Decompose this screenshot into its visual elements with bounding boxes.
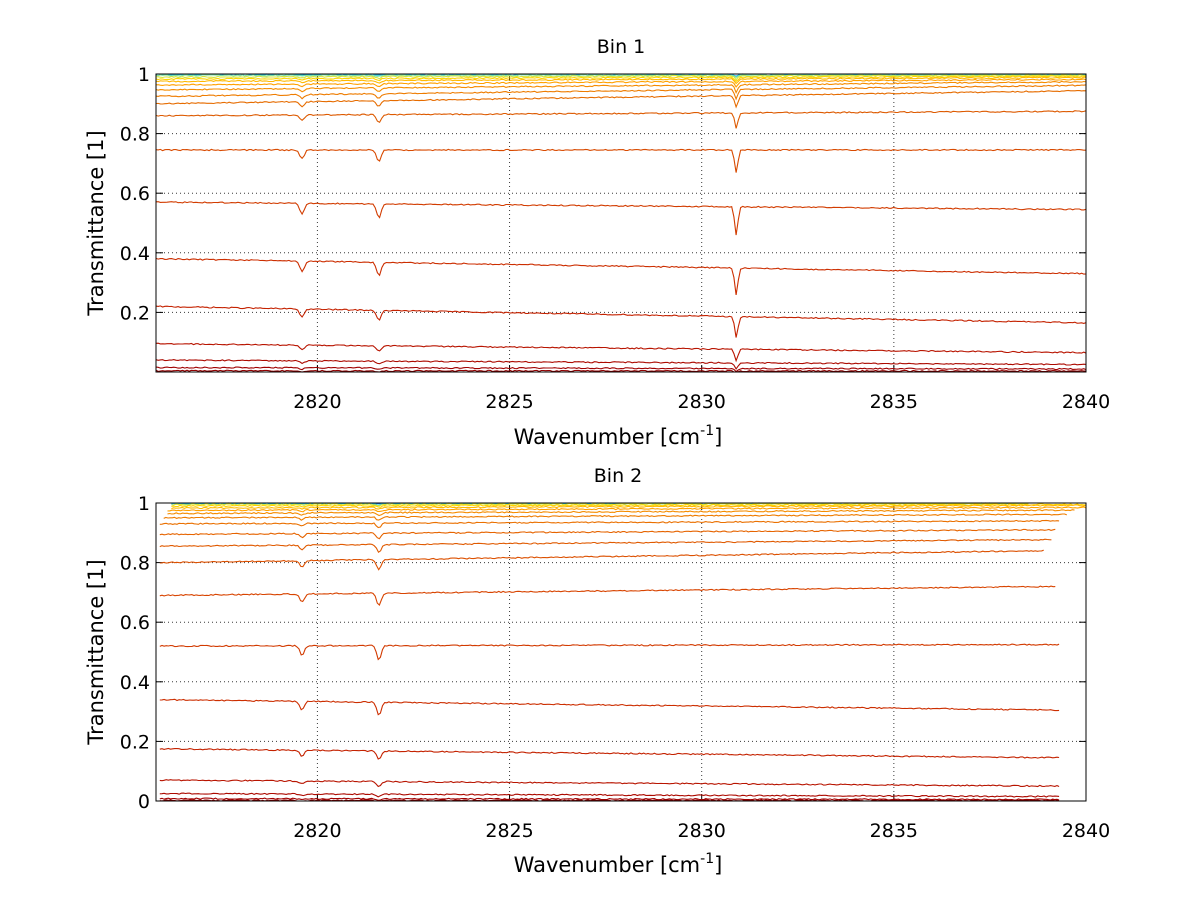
y-tick-label: 0.4: [120, 672, 150, 694]
series-line: [155, 78, 1087, 88]
series-line: [159, 538, 1052, 553]
y-tick-label: 0.6: [120, 612, 150, 634]
series-line: [167, 506, 1087, 513]
x-tick-labels: 2820 2825 2830 2835 2840: [293, 820, 1110, 842]
x-axis-label: Wavenumber [cm-1]: [514, 851, 723, 877]
x-tick-label: 2820: [293, 391, 341, 413]
grid: [156, 502, 1087, 802]
x-tick-label: 2820: [293, 820, 341, 842]
series-line: [155, 342, 1087, 363]
x-tick-labels: 2820 2825 2830 2835 2840: [293, 391, 1110, 413]
x-tick-label: 2830: [678, 391, 726, 413]
y-tick-label: 1: [138, 64, 150, 86]
series-line: [155, 201, 1087, 236]
series-line: [155, 257, 1087, 295]
series-lines: [155, 73, 1087, 373]
y-tick-label: 0.8: [120, 553, 150, 575]
x-axis-label: Wavenumber [cm-1]: [514, 423, 723, 449]
x-tick-label: 2835: [870, 391, 918, 413]
series-line: [159, 698, 1060, 716]
series-line: [155, 80, 1087, 94]
series-line: [155, 89, 1087, 109]
y-tick-label: 0.4: [120, 243, 150, 265]
y-axis-label: Transmittance [1]: [84, 559, 108, 745]
chart-title: Bin 2: [594, 465, 642, 487]
y-tick-label: 0.8: [120, 124, 150, 146]
x-tick-label: 2825: [485, 391, 533, 413]
series-line: [163, 513, 1068, 521]
series-line: [159, 519, 1060, 529]
series-line: [159, 747, 1060, 760]
grid: [156, 73, 1087, 372]
y-tick-label: 0.6: [120, 183, 150, 205]
y-tick-label: 0.2: [120, 302, 150, 324]
series-line: [155, 148, 1086, 173]
chart-panel-bin-1: Bin 1 2820 2825 2830 2835 2840 0.2 0.4 0.6 0.8 1…: [84, 36, 1110, 449]
chart-panel-bin-2: Bin 2 2820 2825 2830 2835 2840 0 0.2 0.4 0.6 0.8…: [84, 465, 1110, 877]
series-lines: [159, 502, 1087, 802]
series-line: [159, 792, 1060, 798]
series-line: [155, 110, 1087, 129]
y-tick-label: 1: [138, 493, 150, 515]
y-tick-labels: 0 0.2 0.4 0.6 0.8 1: [120, 493, 150, 813]
y-axis-label: Transmittance [1]: [84, 130, 108, 316]
series-line: [159, 585, 1056, 606]
series-line: [171, 503, 1086, 508]
y-tick-labels: 0.2 0.4 0.6 0.8 1: [120, 64, 150, 324]
series-line: [159, 528, 1056, 540]
series-line: [155, 369, 1087, 373]
series-line: [159, 549, 1044, 571]
series-line: [171, 504, 1087, 510]
series-line: [159, 643, 1060, 661]
plot-frame: [155, 502, 1087, 802]
series-line: [159, 779, 1060, 788]
x-tick-label: 2840: [1062, 391, 1110, 413]
x-tick-label: 2825: [485, 820, 533, 842]
series-line: [167, 509, 1075, 517]
chart-title: Bin 1: [597, 36, 645, 58]
series-line: [155, 84, 1087, 101]
series-line: [156, 74, 1087, 81]
series-line: [155, 366, 1087, 373]
x-tick-label: 2835: [870, 820, 918, 842]
x-tick-label: 2840: [1062, 820, 1110, 842]
series-line: [155, 359, 1087, 370]
series-line: [155, 305, 1087, 338]
plot-frame: [155, 73, 1087, 373]
y-tick-label: 0.2: [120, 731, 150, 753]
series-line: [155, 75, 1087, 83]
y-tick-label: 0: [138, 791, 150, 813]
x-tick-label: 2830: [678, 820, 726, 842]
series-line: [155, 76, 1087, 85]
